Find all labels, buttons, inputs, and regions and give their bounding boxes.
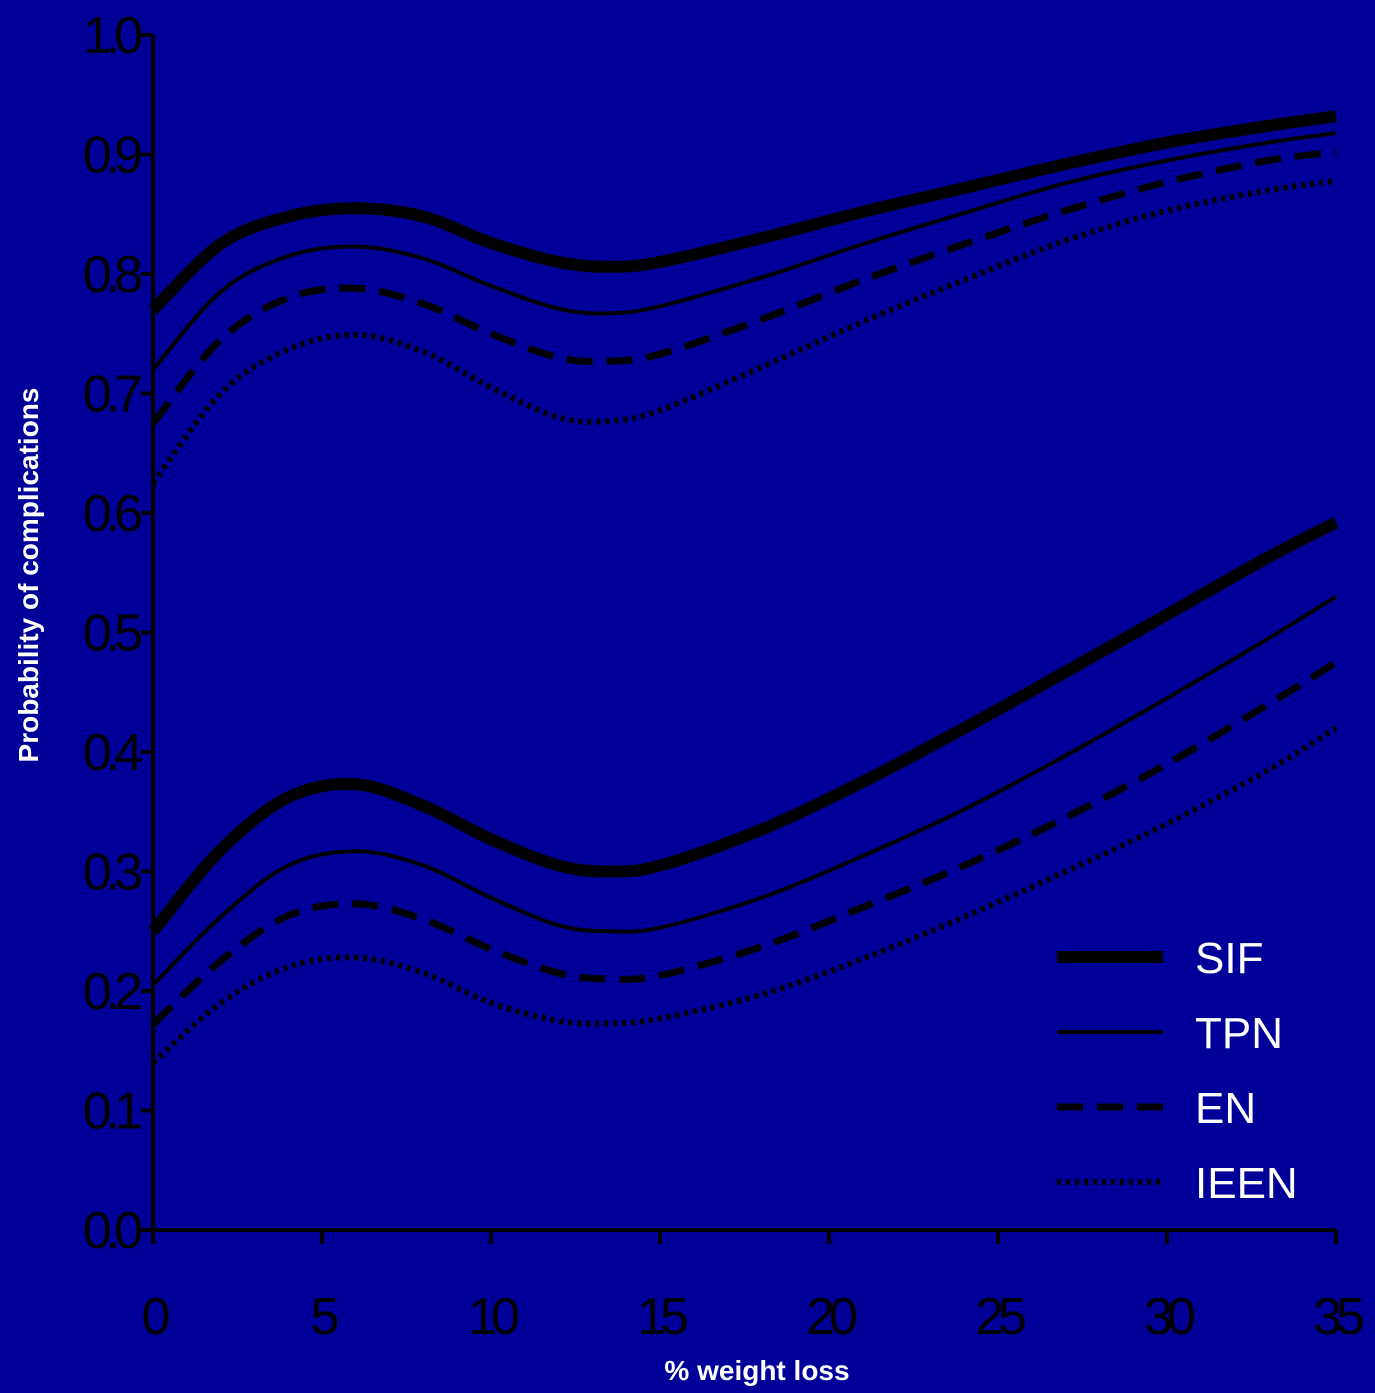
legend: SIF TPN EN IEEN bbox=[1057, 934, 1298, 1208]
y-tick-label: 0.6 bbox=[83, 485, 141, 543]
y-axis-title: Probability of complications bbox=[13, 388, 44, 763]
y-tick-label: 0.8 bbox=[83, 246, 141, 304]
x-tick-label: 15 bbox=[637, 1288, 687, 1346]
y-tick-label: 0.2 bbox=[83, 963, 141, 1021]
x-tick-label: 10 bbox=[468, 1288, 518, 1346]
x-tick-label: 5 bbox=[311, 1288, 338, 1346]
y-tick-label: 1.0 bbox=[83, 7, 141, 65]
series-line-lower-tpn bbox=[151, 594, 1338, 987]
y-tick-label: 0.7 bbox=[83, 366, 141, 424]
series-line-lower-sif bbox=[148, 517, 1339, 936]
x-tick-label: 35 bbox=[1313, 1288, 1363, 1346]
x-tick-label: 0 bbox=[142, 1288, 169, 1346]
series-line-upper-en bbox=[150, 148, 1337, 426]
series-line-lower-en bbox=[150, 659, 1338, 1028]
series-line-lower-ieen bbox=[151, 725, 1338, 1065]
legend-label-ieen: IEEN bbox=[1195, 1159, 1298, 1208]
y-tick-label: 0.3 bbox=[83, 844, 141, 902]
series-line-upper-sif bbox=[148, 110, 1337, 315]
y-tick-label: 0.9 bbox=[83, 127, 141, 185]
y-tick-label: 0.5 bbox=[83, 605, 141, 663]
series-line-upper-ieen bbox=[150, 177, 1337, 485]
legend-label-sif: SIF bbox=[1195, 934, 1263, 983]
x-tick-label: 25 bbox=[975, 1288, 1025, 1346]
y-axis: 0.0 0.1 0.2 0.3 0.4 0.5 0.6 0.7 0.8 0.9 1.0 bbox=[83, 7, 155, 1260]
legend-label-tpn: TPN bbox=[1195, 1009, 1283, 1058]
x-axis: 0 5 10 15 20 25 30 35 bbox=[142, 1228, 1369, 1346]
series-lines bbox=[148, 110, 1339, 1065]
series-line-upper-tpn bbox=[151, 131, 1337, 371]
x-axis-title: % weight loss bbox=[664, 1355, 849, 1386]
y-tick-label: 0.4 bbox=[83, 724, 142, 782]
y-tick-label: 0.1 bbox=[83, 1083, 141, 1141]
x-tick-label: 30 bbox=[1144, 1288, 1194, 1346]
x-tick-label: 20 bbox=[806, 1288, 856, 1346]
y-tick-label: 0.0 bbox=[83, 1202, 141, 1260]
legend-label-en: EN bbox=[1195, 1084, 1256, 1133]
